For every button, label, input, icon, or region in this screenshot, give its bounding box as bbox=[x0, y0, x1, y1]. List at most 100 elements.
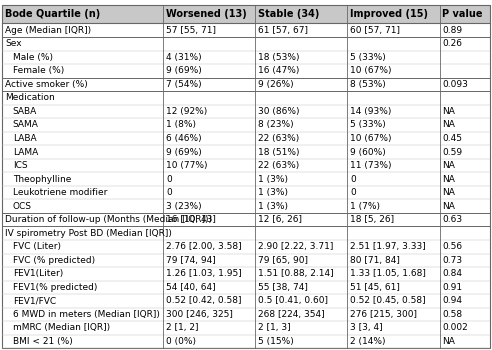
Bar bbox=[2, 240, 490, 253]
Text: ICS: ICS bbox=[13, 161, 28, 170]
Text: Sex: Sex bbox=[5, 39, 22, 48]
Text: LAMA: LAMA bbox=[13, 147, 38, 156]
Text: 0.002: 0.002 bbox=[442, 323, 468, 332]
Bar bbox=[2, 172, 490, 186]
Text: 0: 0 bbox=[166, 188, 172, 197]
Text: 0.58: 0.58 bbox=[442, 310, 462, 319]
Bar bbox=[2, 226, 490, 240]
Text: 0.59: 0.59 bbox=[442, 147, 462, 156]
Text: Female (%): Female (%) bbox=[13, 66, 64, 75]
Text: 61 [57, 67]: 61 [57, 67] bbox=[258, 26, 308, 35]
Text: 57 [55, 71]: 57 [55, 71] bbox=[166, 26, 216, 35]
Text: 0.45: 0.45 bbox=[442, 134, 462, 143]
Text: 9 (69%): 9 (69%) bbox=[166, 147, 202, 156]
Text: 79 [65, 90]: 79 [65, 90] bbox=[258, 256, 308, 265]
Text: SAMA: SAMA bbox=[13, 120, 39, 130]
Text: OCS: OCS bbox=[13, 202, 32, 211]
Text: 1.33 [1.05, 1.68]: 1.33 [1.05, 1.68] bbox=[350, 269, 426, 278]
Text: 0.84: 0.84 bbox=[442, 269, 462, 278]
Text: NA: NA bbox=[442, 188, 455, 197]
Bar bbox=[2, 23, 490, 37]
Text: 18 [5, 26]: 18 [5, 26] bbox=[350, 215, 395, 224]
Text: 9 (60%): 9 (60%) bbox=[350, 147, 386, 156]
Bar bbox=[2, 199, 490, 213]
Text: 10 (77%): 10 (77%) bbox=[166, 161, 208, 170]
Text: Male (%): Male (%) bbox=[13, 53, 53, 62]
Text: 2.51 [1.97, 3.33]: 2.51 [1.97, 3.33] bbox=[350, 242, 426, 251]
Text: 0.52 [0.45, 0.58]: 0.52 [0.45, 0.58] bbox=[350, 296, 426, 306]
Bar bbox=[2, 50, 490, 64]
Text: 60 [57, 71]: 60 [57, 71] bbox=[350, 26, 400, 35]
Text: FEV1(Liter): FEV1(Liter) bbox=[13, 269, 63, 278]
Text: Improved (15): Improved (15) bbox=[350, 9, 429, 19]
Text: 12 [6, 26]: 12 [6, 26] bbox=[258, 215, 302, 224]
Text: 6 MWD in meters (Median [IQR]): 6 MWD in meters (Median [IQR]) bbox=[13, 310, 160, 319]
Bar bbox=[2, 159, 490, 172]
Text: Medication: Medication bbox=[5, 93, 55, 103]
Text: NA: NA bbox=[442, 107, 455, 116]
Text: 0: 0 bbox=[350, 188, 356, 197]
Text: 5 (33%): 5 (33%) bbox=[350, 53, 386, 62]
Bar bbox=[2, 213, 490, 226]
Bar bbox=[2, 294, 490, 308]
Text: 55 [38, 74]: 55 [38, 74] bbox=[258, 283, 308, 292]
Text: 1 (3%): 1 (3%) bbox=[258, 188, 288, 197]
Text: 8 (23%): 8 (23%) bbox=[258, 120, 294, 130]
Text: 1.51 [0.88, 2.14]: 1.51 [0.88, 2.14] bbox=[258, 269, 334, 278]
Text: 268 [224, 354]: 268 [224, 354] bbox=[258, 310, 325, 319]
Text: Worsened (13): Worsened (13) bbox=[166, 9, 247, 19]
Text: NA: NA bbox=[442, 175, 455, 184]
Text: 0.91: 0.91 bbox=[442, 283, 462, 292]
Text: 16 (47%): 16 (47%) bbox=[258, 66, 300, 75]
Text: FVC (Liter): FVC (Liter) bbox=[13, 242, 61, 251]
Text: 5 (15%): 5 (15%) bbox=[258, 337, 294, 346]
Text: 54 [40, 64]: 54 [40, 64] bbox=[166, 283, 215, 292]
Bar bbox=[2, 5, 490, 23]
Text: 16 [10, 43]: 16 [10, 43] bbox=[166, 215, 216, 224]
Text: 30 (86%): 30 (86%) bbox=[258, 107, 300, 116]
Text: 0.56: 0.56 bbox=[442, 242, 462, 251]
Text: Bode Quartile (n): Bode Quartile (n) bbox=[5, 9, 101, 19]
Text: P value: P value bbox=[442, 9, 483, 19]
Text: 51 [45, 61]: 51 [45, 61] bbox=[350, 283, 400, 292]
Bar bbox=[2, 37, 490, 50]
Text: 3 [3, 4]: 3 [3, 4] bbox=[350, 323, 383, 332]
Text: 80 [71, 84]: 80 [71, 84] bbox=[350, 256, 400, 265]
Bar bbox=[2, 132, 490, 145]
Text: 1 (7%): 1 (7%) bbox=[350, 202, 380, 211]
Text: 11 (73%): 11 (73%) bbox=[350, 161, 392, 170]
Text: mMRC (Median [IQR]): mMRC (Median [IQR]) bbox=[13, 323, 110, 332]
Text: 3 (23%): 3 (23%) bbox=[166, 202, 202, 211]
Text: 5 (33%): 5 (33%) bbox=[350, 120, 386, 130]
Bar bbox=[2, 267, 490, 281]
Bar bbox=[2, 64, 490, 78]
Text: NA: NA bbox=[442, 120, 455, 130]
Text: 2.90 [2.22, 3.71]: 2.90 [2.22, 3.71] bbox=[258, 242, 334, 251]
Text: 276 [215, 300]: 276 [215, 300] bbox=[350, 310, 417, 319]
Text: 0.093: 0.093 bbox=[442, 80, 468, 89]
Bar bbox=[2, 118, 490, 132]
Text: 8 (53%): 8 (53%) bbox=[350, 80, 386, 89]
Bar bbox=[2, 308, 490, 321]
Text: 0.52 [0.42, 0.58]: 0.52 [0.42, 0.58] bbox=[166, 296, 242, 306]
Text: Leukotriene modifier: Leukotriene modifier bbox=[13, 188, 107, 197]
Text: 9 (69%): 9 (69%) bbox=[166, 66, 202, 75]
Text: NA: NA bbox=[442, 161, 455, 170]
Bar bbox=[2, 105, 490, 118]
Text: 12 (92%): 12 (92%) bbox=[166, 107, 207, 116]
Text: 0: 0 bbox=[166, 175, 172, 184]
Bar bbox=[2, 253, 490, 267]
Text: 7 (54%): 7 (54%) bbox=[166, 80, 202, 89]
Bar bbox=[2, 281, 490, 294]
Bar bbox=[2, 91, 490, 105]
Text: NA: NA bbox=[442, 202, 455, 211]
Bar bbox=[2, 335, 490, 348]
Text: 10 (67%): 10 (67%) bbox=[350, 134, 392, 143]
Text: 300 [246, 325]: 300 [246, 325] bbox=[166, 310, 233, 319]
Text: 22 (63%): 22 (63%) bbox=[258, 134, 300, 143]
Text: 9 (26%): 9 (26%) bbox=[258, 80, 294, 89]
Text: 1 (3%): 1 (3%) bbox=[258, 175, 288, 184]
Text: 14 (93%): 14 (93%) bbox=[350, 107, 392, 116]
Text: LABA: LABA bbox=[13, 134, 36, 143]
Text: 2.76 [2.00, 3.58]: 2.76 [2.00, 3.58] bbox=[166, 242, 242, 251]
